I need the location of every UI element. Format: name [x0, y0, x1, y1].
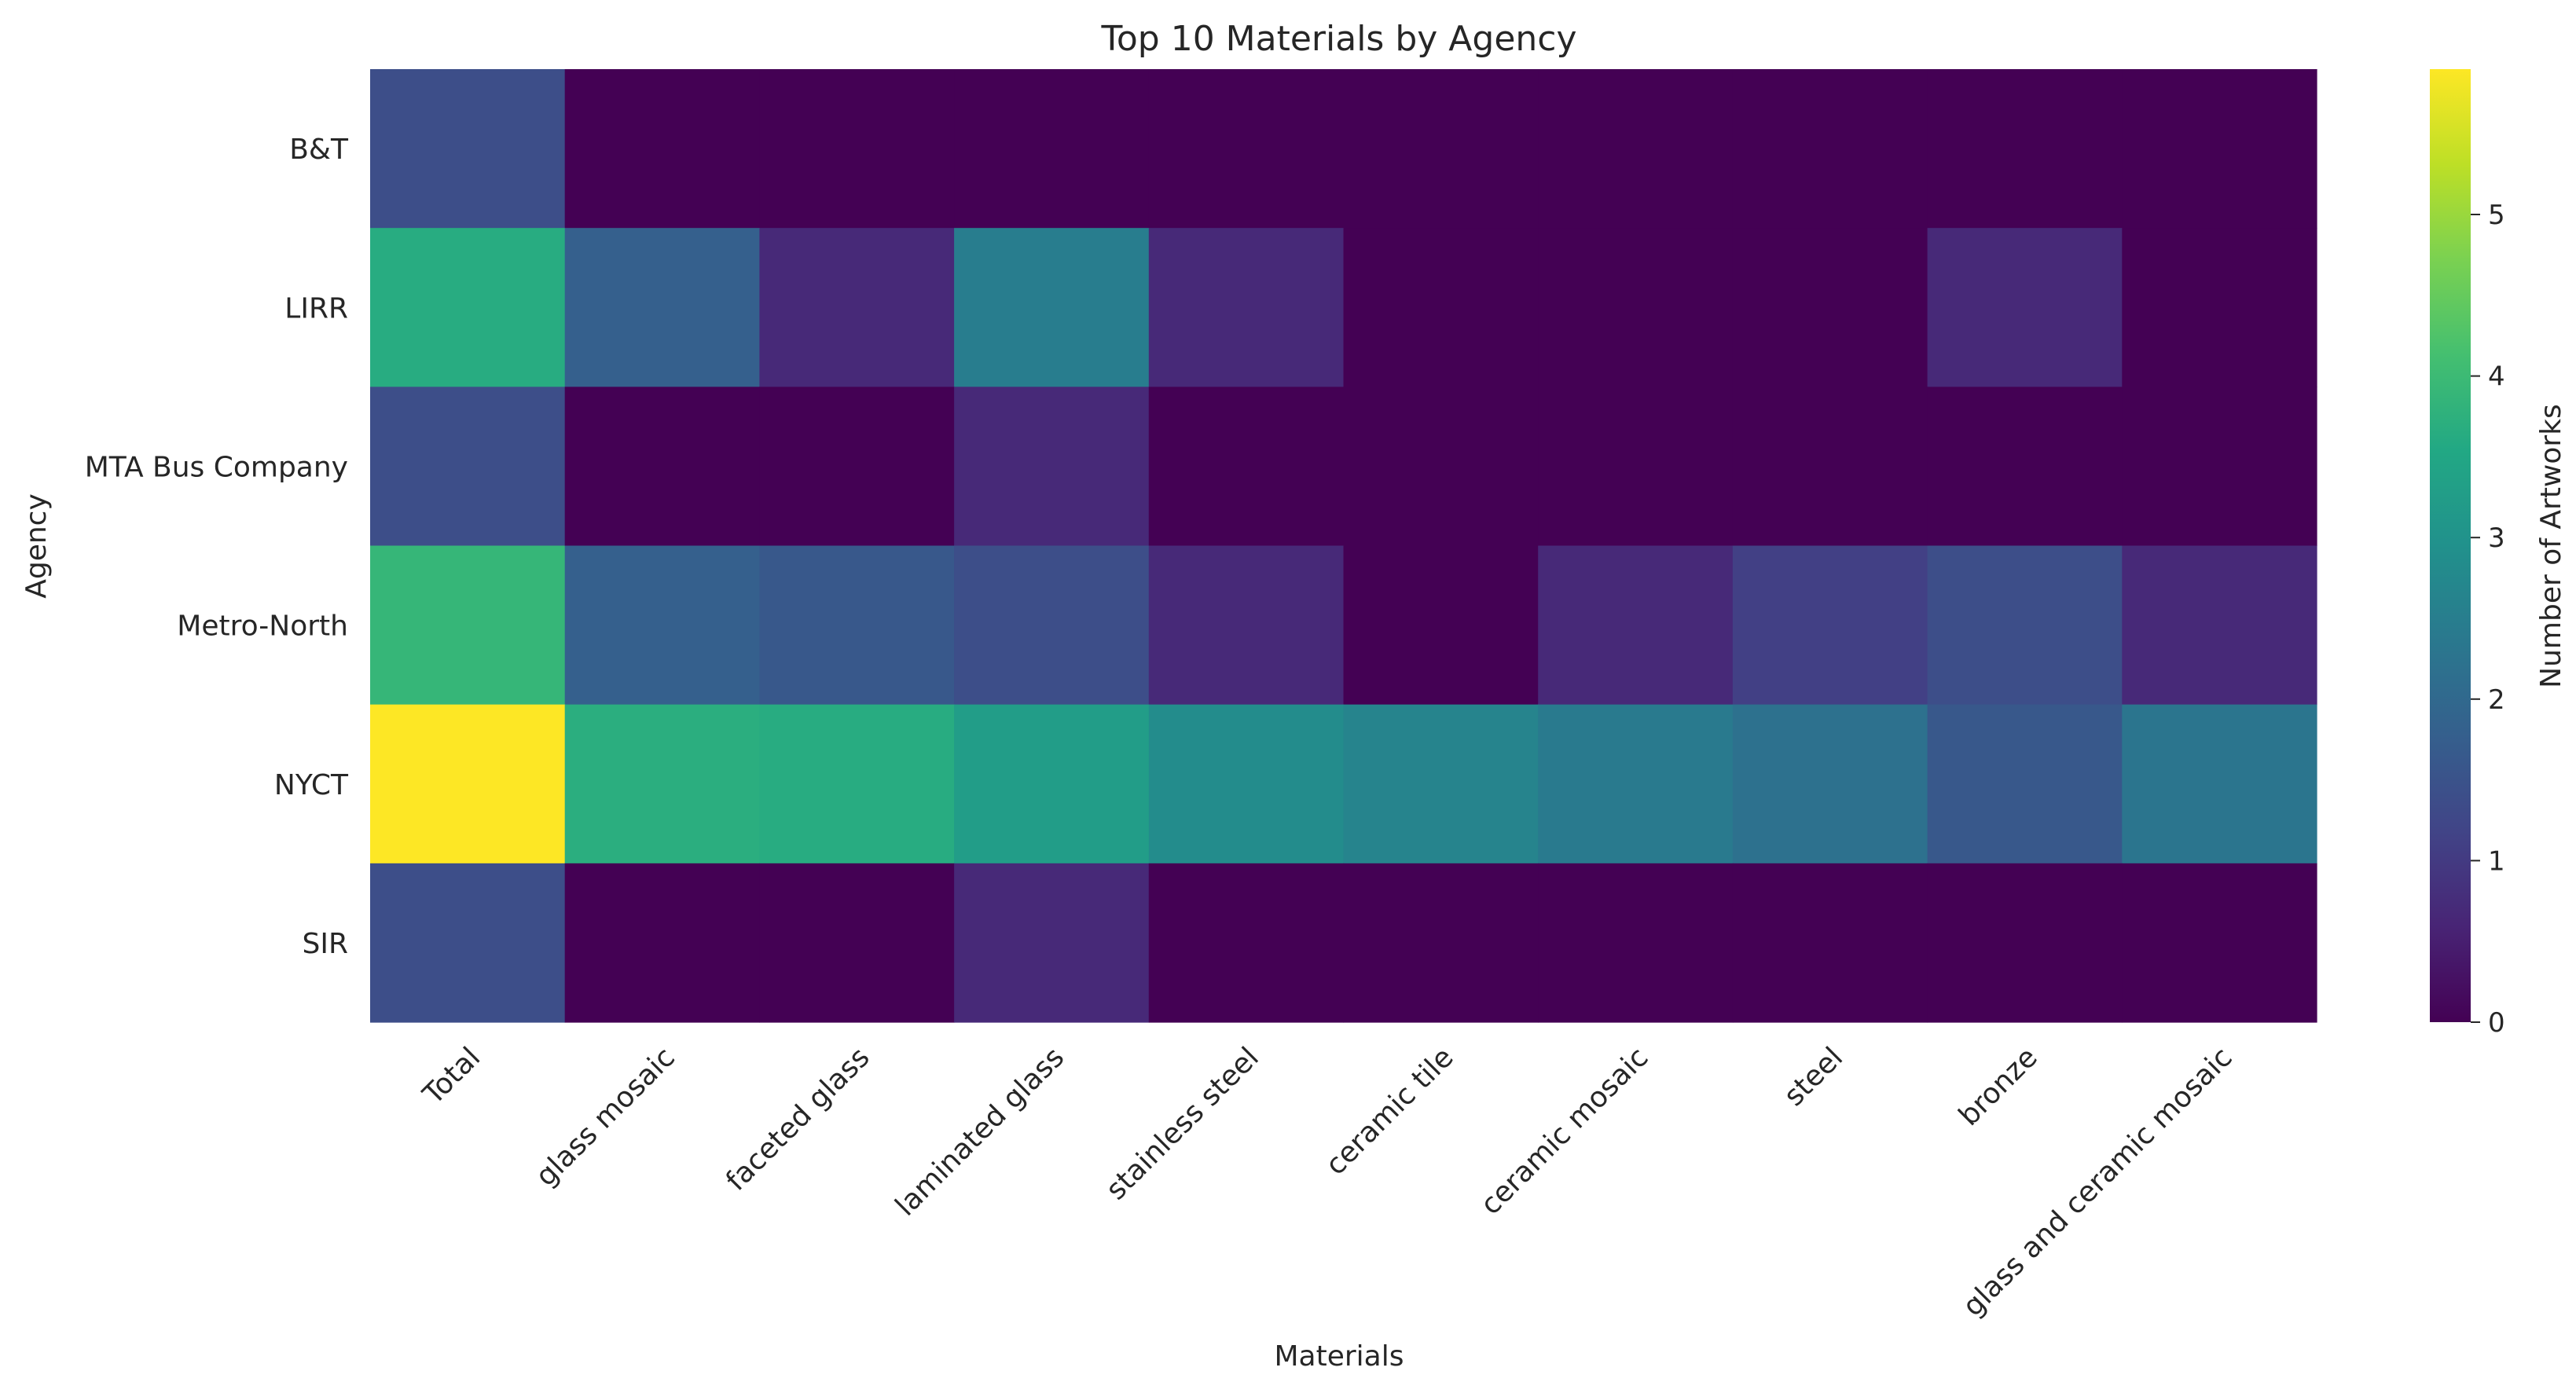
heatmap-cell — [1927, 69, 2123, 229]
heatmap-cell — [1538, 69, 1734, 229]
colorbar-label: Number of Artworks — [2535, 404, 2567, 688]
heatmap-cell — [1148, 69, 1345, 229]
heatmap-cell — [564, 863, 760, 1023]
heatmap-cell — [1732, 704, 1928, 864]
heatmap-cell — [759, 387, 955, 547]
heatmap-cell — [564, 387, 760, 547]
heatmap-cell — [954, 545, 1150, 706]
heatmap-cell — [370, 545, 566, 706]
heatmap-cell — [2122, 863, 2317, 1023]
x-tick-label: Total — [416, 1041, 486, 1111]
heatmap-cell — [1343, 704, 1539, 864]
heatmap-cell — [1732, 863, 1928, 1023]
y-tick-label: LIRR — [284, 292, 348, 324]
heatmap-cell — [564, 545, 760, 706]
heatmap-cell — [954, 387, 1150, 547]
heatmap-cell — [1927, 863, 2123, 1023]
heatmap-cell — [1148, 545, 1345, 706]
heatmap-cell — [2122, 545, 2317, 706]
x-tick-label: glass mosaic — [530, 1041, 681, 1193]
chart-title: Top 10 Materials by Agency — [1100, 19, 1576, 59]
y-tick-label: NYCT — [274, 769, 349, 801]
heatmap-cell — [954, 704, 1150, 864]
heatmap-cell — [1538, 863, 1734, 1023]
heatmap-cell — [759, 704, 955, 864]
colorbar-tick-label: 0 — [2488, 1007, 2505, 1039]
heatmap-cell — [759, 545, 955, 706]
x-tick-label: laminated glass — [890, 1041, 1071, 1223]
heatmap-cell — [1148, 704, 1345, 864]
colorbar-tick-label: 4 — [2488, 361, 2505, 393]
x-tick-label: stainless steel — [1100, 1041, 1265, 1206]
y-tick-label: SIR — [303, 928, 348, 960]
heatmap-cell — [1927, 228, 2123, 387]
heatmap-cell — [2122, 69, 2317, 229]
heatmap-cell — [759, 69, 955, 229]
colorbar — [2430, 69, 2471, 1022]
colorbar-tick-label: 2 — [2488, 684, 2505, 716]
y-tick-labels: B&T LIRR MTA Bus Company Metro-North NYCT SIR — [85, 134, 349, 960]
colorbar-tick-label: 1 — [2488, 845, 2505, 877]
x-tick-label: steel — [1778, 1041, 1850, 1113]
x-tick-label: ceramic mosaic — [1474, 1041, 1654, 1221]
colorbar-tick-label: 3 — [2488, 522, 2505, 554]
x-tick-label: ceramic tile — [1319, 1041, 1459, 1181]
x-tick-labels: Total glass mosaic faceted glass laminated … — [416, 1041, 2238, 1322]
heatmap-cell — [370, 228, 566, 387]
y-axis-label: Agency — [20, 493, 53, 599]
heatmap-cell — [1343, 228, 1539, 387]
heatmap-cell — [1343, 545, 1539, 706]
heatmap-cell — [1343, 863, 1539, 1023]
heatmap-cell — [759, 863, 955, 1023]
heatmap-cell — [1927, 704, 2123, 864]
heatmap-cell — [1732, 228, 1928, 387]
heatmap-cell — [1148, 387, 1345, 547]
heatmap-cell — [564, 69, 760, 229]
colorbar-ticks: 0 1 2 3 4 5 — [2471, 200, 2505, 1039]
heatmap-cell — [1538, 704, 1734, 864]
heatmap-cell — [1732, 387, 1928, 547]
heatmap-cell — [954, 69, 1150, 229]
heatmap-cell — [1927, 545, 2123, 706]
heatmap-cell — [1538, 387, 1734, 547]
heatmap-cell — [1732, 545, 1928, 706]
heatmap-cell — [1148, 863, 1345, 1023]
heatmap-cell — [1538, 228, 1734, 387]
heatmap-cell — [1538, 545, 1734, 706]
heatmap-cell — [2122, 704, 2317, 864]
heatmap-cell — [954, 863, 1150, 1023]
heatmap-cells — [370, 69, 2317, 1023]
heatmap-cell — [370, 69, 566, 229]
x-tick-label: bronze — [1953, 1041, 2044, 1132]
x-axis-label: Materials — [1274, 1340, 1404, 1373]
heatmap-cell — [370, 387, 566, 547]
heatmap-cell — [564, 704, 760, 864]
heatmap-cell — [1927, 387, 2123, 547]
heatmap-cell — [370, 704, 566, 864]
heatmap-cell — [1343, 69, 1539, 229]
colorbar-tick-label: 5 — [2488, 200, 2505, 231]
heatmap-cell — [759, 228, 955, 387]
heatmap-cell — [1148, 228, 1345, 387]
heatmap-cell — [1732, 69, 1928, 229]
heatmap-cell — [370, 863, 566, 1023]
y-tick-label: Metro-North — [177, 610, 348, 643]
heatmap-cell — [2122, 387, 2317, 547]
heatmap-cell — [954, 228, 1150, 387]
y-tick-label: B&T — [289, 134, 349, 166]
heatmap-cell — [2122, 228, 2317, 387]
heatmap-cell — [564, 228, 760, 387]
y-tick-label: MTA Bus Company — [85, 451, 348, 483]
x-tick-label: faceted glass — [720, 1041, 875, 1197]
heatmap-cell — [1343, 387, 1539, 547]
